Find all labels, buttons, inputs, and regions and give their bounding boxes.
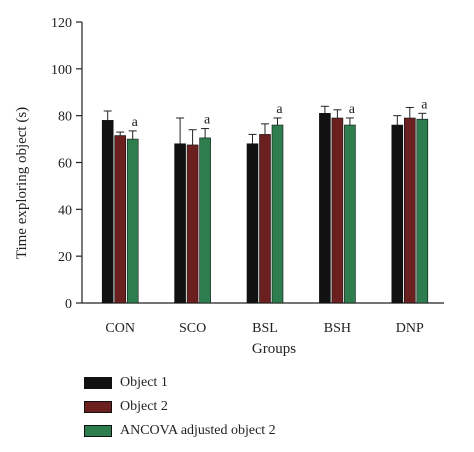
bar (186, 144, 199, 304)
significance-label: a (421, 97, 428, 112)
x-tick-label: BSL (252, 321, 278, 336)
bar (403, 117, 416, 304)
bar (416, 118, 429, 304)
bar (114, 135, 126, 304)
x-tick-label: SCO (179, 321, 206, 336)
x-tick-label: DNP (396, 321, 424, 336)
legend-label: ANCOVA adjusted object 2 (120, 423, 276, 438)
bar (344, 124, 356, 304)
axes: 0 20 40 60 80 100 120 CON SCO BSL BSH DNP (51, 16, 444, 336)
y-tick-label: 80 (58, 110, 72, 125)
y-tick-label: 60 (58, 157, 72, 172)
x-tick-label: CON (105, 321, 135, 336)
bar (319, 113, 331, 304)
bar-chart: 0 20 40 60 80 100 120 CON SCO BSL BSH DNP a a a a a Tim… (14, 16, 444, 357)
bar (199, 137, 211, 304)
significance-label: a (132, 115, 139, 130)
x-tick-label: BSH (324, 321, 351, 336)
bar (126, 138, 139, 304)
legend-swatch-ancova-adjusted-object-2 (84, 425, 112, 437)
legend: Object 1 Object 2 ANCOVA adjusted object… (84, 372, 276, 444)
legend-item-object-1: Object 1 (84, 372, 276, 394)
legend-label: Object 1 (120, 375, 168, 390)
legend-swatch-object-1 (84, 377, 112, 389)
bar (331, 117, 344, 304)
significance-label: a (204, 113, 211, 128)
significance-label: a (276, 102, 283, 117)
y-tick-label: 120 (51, 16, 72, 31)
legend-item-object-2: Object 2 (84, 396, 276, 418)
y-tick-label: 20 (58, 250, 72, 265)
bar (391, 124, 404, 304)
bar (259, 134, 271, 304)
significance-label: a (349, 102, 356, 117)
y-axis-label: Time exploring object (s) (14, 107, 30, 259)
y-tick-label: 40 (58, 203, 72, 218)
bar (101, 120, 114, 304)
bar (246, 143, 259, 304)
legend-item-ancova-adjusted-object-2: ANCOVA adjusted object 2 (84, 420, 276, 442)
legend-swatch-object-2 (84, 401, 112, 413)
x-axis-label: Groups (252, 341, 296, 357)
bars: a a a a a (101, 97, 429, 304)
legend-label: Object 2 (120, 399, 168, 414)
bar (271, 124, 284, 304)
y-tick-label: 100 (51, 63, 72, 78)
y-tick-label: 0 (65, 297, 72, 312)
bar (174, 143, 186, 304)
